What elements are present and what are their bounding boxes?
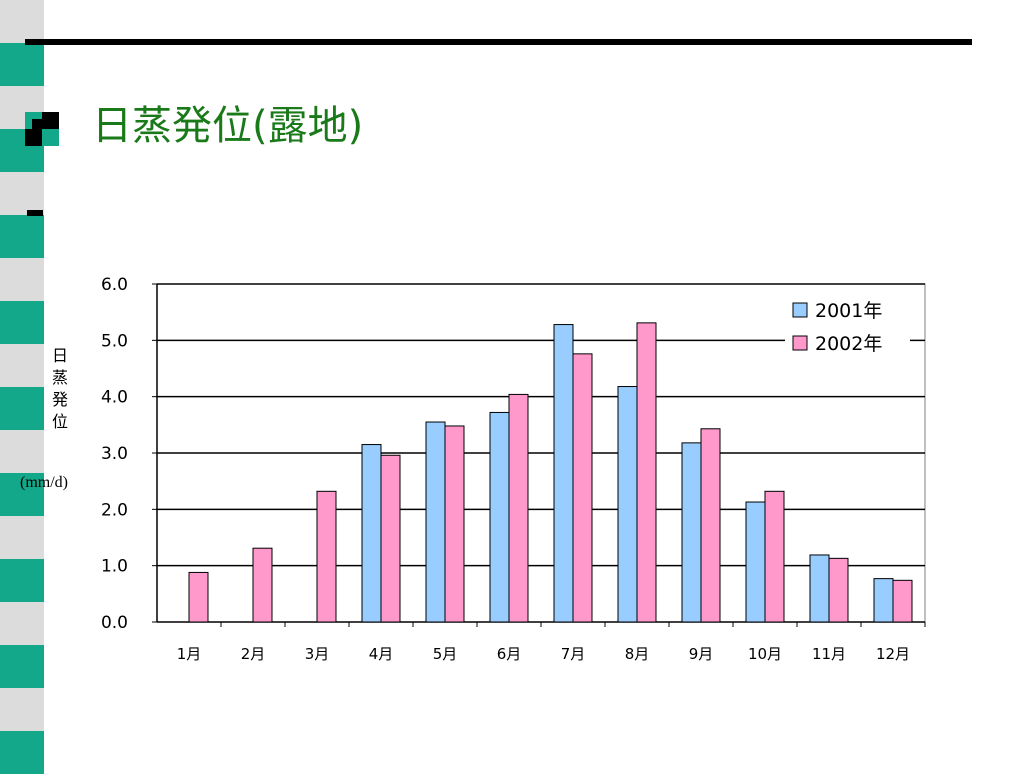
slide-title: 日蒸発位(露地) — [92, 103, 364, 149]
x-tick-label: 11月 — [812, 645, 846, 663]
bar — [636, 322, 657, 623]
stripe-block — [0, 387, 44, 430]
stripe-block — [0, 215, 44, 258]
stripe-block — [0, 344, 44, 387]
bar — [617, 386, 638, 623]
y-tick-label: 5.0 — [101, 331, 128, 351]
bar — [508, 393, 529, 623]
bar — [252, 547, 273, 623]
x-tick-label: 10月 — [748, 645, 782, 663]
x-tick-label: 7月 — [561, 645, 586, 663]
bar — [764, 490, 785, 623]
stripe-block — [0, 473, 44, 516]
bar — [828, 557, 849, 623]
bar — [361, 444, 382, 623]
x-tick-label: 1月 — [177, 645, 202, 663]
legend-swatch — [792, 302, 808, 318]
stripe-block — [0, 301, 44, 344]
bar — [553, 324, 574, 623]
stripe-block — [0, 688, 44, 731]
y-tick-label: 4.0 — [101, 388, 128, 408]
stripe-block — [0, 602, 44, 645]
y-axis-label-char: 蒸 — [51, 368, 68, 387]
x-tick-label: 8月 — [625, 645, 650, 663]
bar — [700, 428, 721, 623]
x-tick-label: 9月 — [689, 645, 714, 663]
bar — [745, 501, 766, 623]
stripe-block — [0, 430, 44, 473]
bar — [444, 425, 465, 623]
bar — [681, 442, 702, 623]
small-dash — [27, 210, 43, 216]
y-tick-label: 0.0 — [101, 613, 128, 633]
y-tick-label: 1.0 — [101, 557, 128, 577]
stripe-block — [0, 559, 44, 602]
y-tick-label: 2.0 — [101, 500, 128, 520]
y-tick-label: 6.0 — [101, 275, 128, 295]
x-tick-label: 4月 — [369, 645, 394, 663]
x-tick-label: 5月 — [433, 645, 458, 663]
bar — [873, 578, 894, 623]
legend-label: 2001年 — [815, 300, 882, 322]
x-tick-label: 3月 — [305, 645, 330, 663]
bar — [892, 579, 913, 623]
bar — [425, 421, 446, 623]
bar — [809, 554, 830, 623]
y-axis-label-char: 発 — [51, 390, 68, 409]
x-tick-label: 6月 — [497, 645, 522, 663]
bullet-square-icon — [25, 112, 59, 146]
y-tick-label: 3.0 — [101, 444, 128, 464]
bar — [316, 490, 337, 623]
stripe-block — [0, 645, 44, 688]
bar — [380, 454, 401, 623]
stripe-block — [0, 0, 44, 43]
legend-swatch — [792, 335, 808, 351]
bar — [572, 353, 593, 623]
x-tick-label: 12月 — [876, 645, 910, 663]
stripe-block — [0, 172, 44, 215]
stripe-block — [0, 43, 44, 86]
stripe-block — [0, 258, 44, 301]
y-axis-label-char: 日 — [51, 346, 68, 365]
bar — [489, 411, 510, 623]
x-tick-label: 2月 — [241, 645, 266, 663]
bar — [188, 571, 209, 623]
y-axis-label-char: 位 — [51, 412, 68, 431]
top-rule — [25, 39, 972, 45]
stripe-block — [0, 731, 44, 774]
y-axis-label: 日 蒸 発 位 — [49, 345, 71, 433]
y-axis-unit: (mm/d) — [20, 474, 68, 491]
stripe-block — [0, 516, 44, 559]
legend-label: 2002年 — [815, 333, 882, 355]
